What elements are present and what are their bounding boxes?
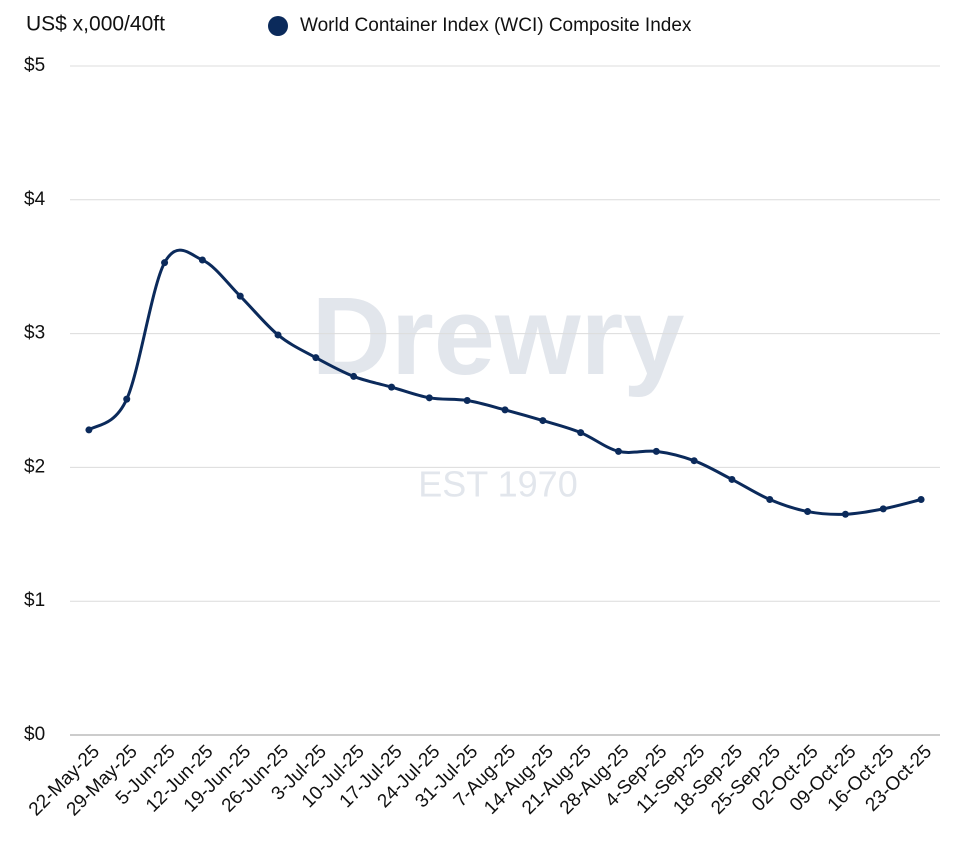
watermark-est: EST 1970 [418,464,577,505]
y-axis-label: US$ x,000/40ft [26,13,165,36]
data-point [652,447,660,455]
data-point [614,447,622,455]
data-point [728,475,736,483]
data-point [85,426,93,434]
data-point [312,354,320,362]
data-point [841,510,849,518]
data-point [690,457,698,465]
y-tick-label: $3 [24,323,45,344]
data-point [766,496,774,504]
data-point [463,397,471,404]
data-point [539,417,547,425]
data-point [350,372,358,380]
y-tick-label: $1 [24,590,45,611]
data-point [501,406,509,414]
y-tick-label: $4 [24,189,46,210]
data-point [123,395,131,403]
data-point [388,383,396,391]
data-point [425,394,433,402]
y-tick-label: $2 [24,456,45,477]
data-point [161,259,169,267]
data-point [804,508,812,516]
y-tick-label: $5 [24,55,45,76]
data-point [236,292,244,300]
y-tick-label: $0 [24,724,45,745]
legend-label: World Container Index (WCI) Composite In… [300,15,692,36]
legend-marker [268,16,288,36]
data-point [274,331,282,339]
watermark-brand: Drewry [312,275,685,398]
data-point [879,505,887,513]
data-point [917,496,925,504]
data-point [198,256,206,264]
data-point [577,429,585,437]
series-line [87,248,922,516]
